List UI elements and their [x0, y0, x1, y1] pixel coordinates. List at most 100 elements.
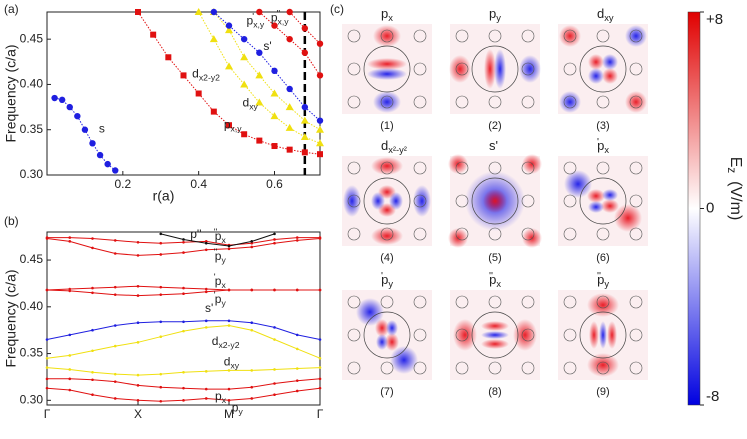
point	[256, 137, 263, 144]
point	[317, 151, 323, 158]
label: px	[381, 6, 393, 23]
point	[316, 117, 324, 124]
series-line	[54, 97, 116, 171]
label-sub: x	[604, 145, 609, 155]
label: dx2-y2	[192, 67, 220, 83]
label-name: s'	[489, 138, 498, 153]
point	[225, 62, 233, 70]
rod	[629, 62, 643, 76]
label-sup: '	[214, 272, 216, 283]
point	[256, 49, 263, 56]
rod	[521, 95, 535, 109]
point	[250, 288, 254, 292]
label: p''	[190, 227, 201, 241]
point	[250, 328, 254, 332]
label-sup: '	[597, 137, 599, 148]
label-name: s'	[205, 301, 213, 315]
point	[318, 377, 322, 381]
label: px,y'	[247, 11, 265, 30]
field-lobe	[601, 199, 619, 213]
rod	[563, 328, 577, 342]
label-name: d	[224, 355, 231, 369]
rod	[629, 361, 643, 375]
point	[318, 288, 322, 292]
point	[295, 333, 299, 337]
label: py	[489, 6, 501, 23]
rod	[629, 295, 643, 309]
panel-label: (c)	[330, 2, 344, 16]
point	[159, 399, 163, 403]
label-name: p	[215, 389, 222, 403]
x-tick-label: Γ	[44, 407, 51, 421]
point	[89, 140, 96, 147]
point	[68, 368, 72, 371]
point	[271, 67, 278, 75]
field-lobe	[367, 68, 407, 80]
rod	[455, 29, 469, 43]
label: s'	[205, 301, 213, 315]
rod	[596, 295, 610, 309]
label-sup: '	[252, 11, 254, 22]
point	[159, 372, 163, 376]
field-lobe	[413, 185, 431, 217]
field-lobe	[602, 54, 618, 70]
label-name: d	[212, 334, 219, 348]
point	[210, 8, 218, 16]
field-lobe	[588, 201, 604, 213]
point	[271, 22, 278, 29]
point	[204, 241, 208, 245]
rod	[488, 161, 502, 175]
point	[195, 90, 202, 97]
label-name: p	[271, 10, 278, 24]
field-lobe	[481, 321, 509, 331]
rod	[563, 227, 577, 241]
point	[273, 288, 276, 292]
point	[241, 131, 248, 138]
label: px,y	[224, 118, 242, 134]
panel-label: (a)	[4, 2, 19, 16]
label-name: p	[489, 6, 496, 21]
label-name: E	[727, 157, 744, 168]
rod	[347, 29, 361, 43]
field-lobe	[602, 68, 618, 84]
label: s'	[489, 138, 498, 153]
point	[91, 291, 94, 295]
field-lobe	[588, 54, 604, 70]
point	[204, 248, 208, 252]
label: px''	[214, 227, 227, 246]
label-sup: '	[214, 290, 216, 301]
point	[45, 377, 49, 381]
rod	[413, 361, 427, 375]
field-lobe	[371, 192, 385, 210]
defect-rod	[471, 311, 519, 359]
y-tick-label: 0.35	[20, 122, 44, 136]
label: py	[232, 401, 244, 417]
point	[182, 292, 185, 296]
field-lobe	[367, 58, 407, 70]
point	[135, 9, 141, 15]
point	[273, 338, 276, 341]
field-lobe	[373, 25, 401, 47]
map-caption: (3)	[596, 120, 609, 132]
field-lobe	[522, 154, 542, 174]
field-lobe	[587, 353, 619, 377]
point	[182, 386, 185, 390]
point	[91, 378, 94, 382]
point	[295, 288, 299, 292]
point	[273, 382, 276, 385]
point	[68, 377, 72, 381]
field-lobe	[371, 227, 403, 245]
point	[113, 344, 117, 348]
label-sup: ''	[214, 246, 218, 257]
point	[250, 385, 254, 389]
point	[318, 236, 322, 239]
rod	[413, 194, 427, 208]
rod	[521, 328, 535, 342]
point	[159, 385, 163, 389]
label-sub: y	[496, 13, 501, 23]
point	[300, 116, 309, 124]
y-tick-label: 0.45	[20, 31, 44, 45]
field-map	[448, 154, 542, 248]
rod	[347, 62, 361, 76]
point	[273, 238, 276, 241]
